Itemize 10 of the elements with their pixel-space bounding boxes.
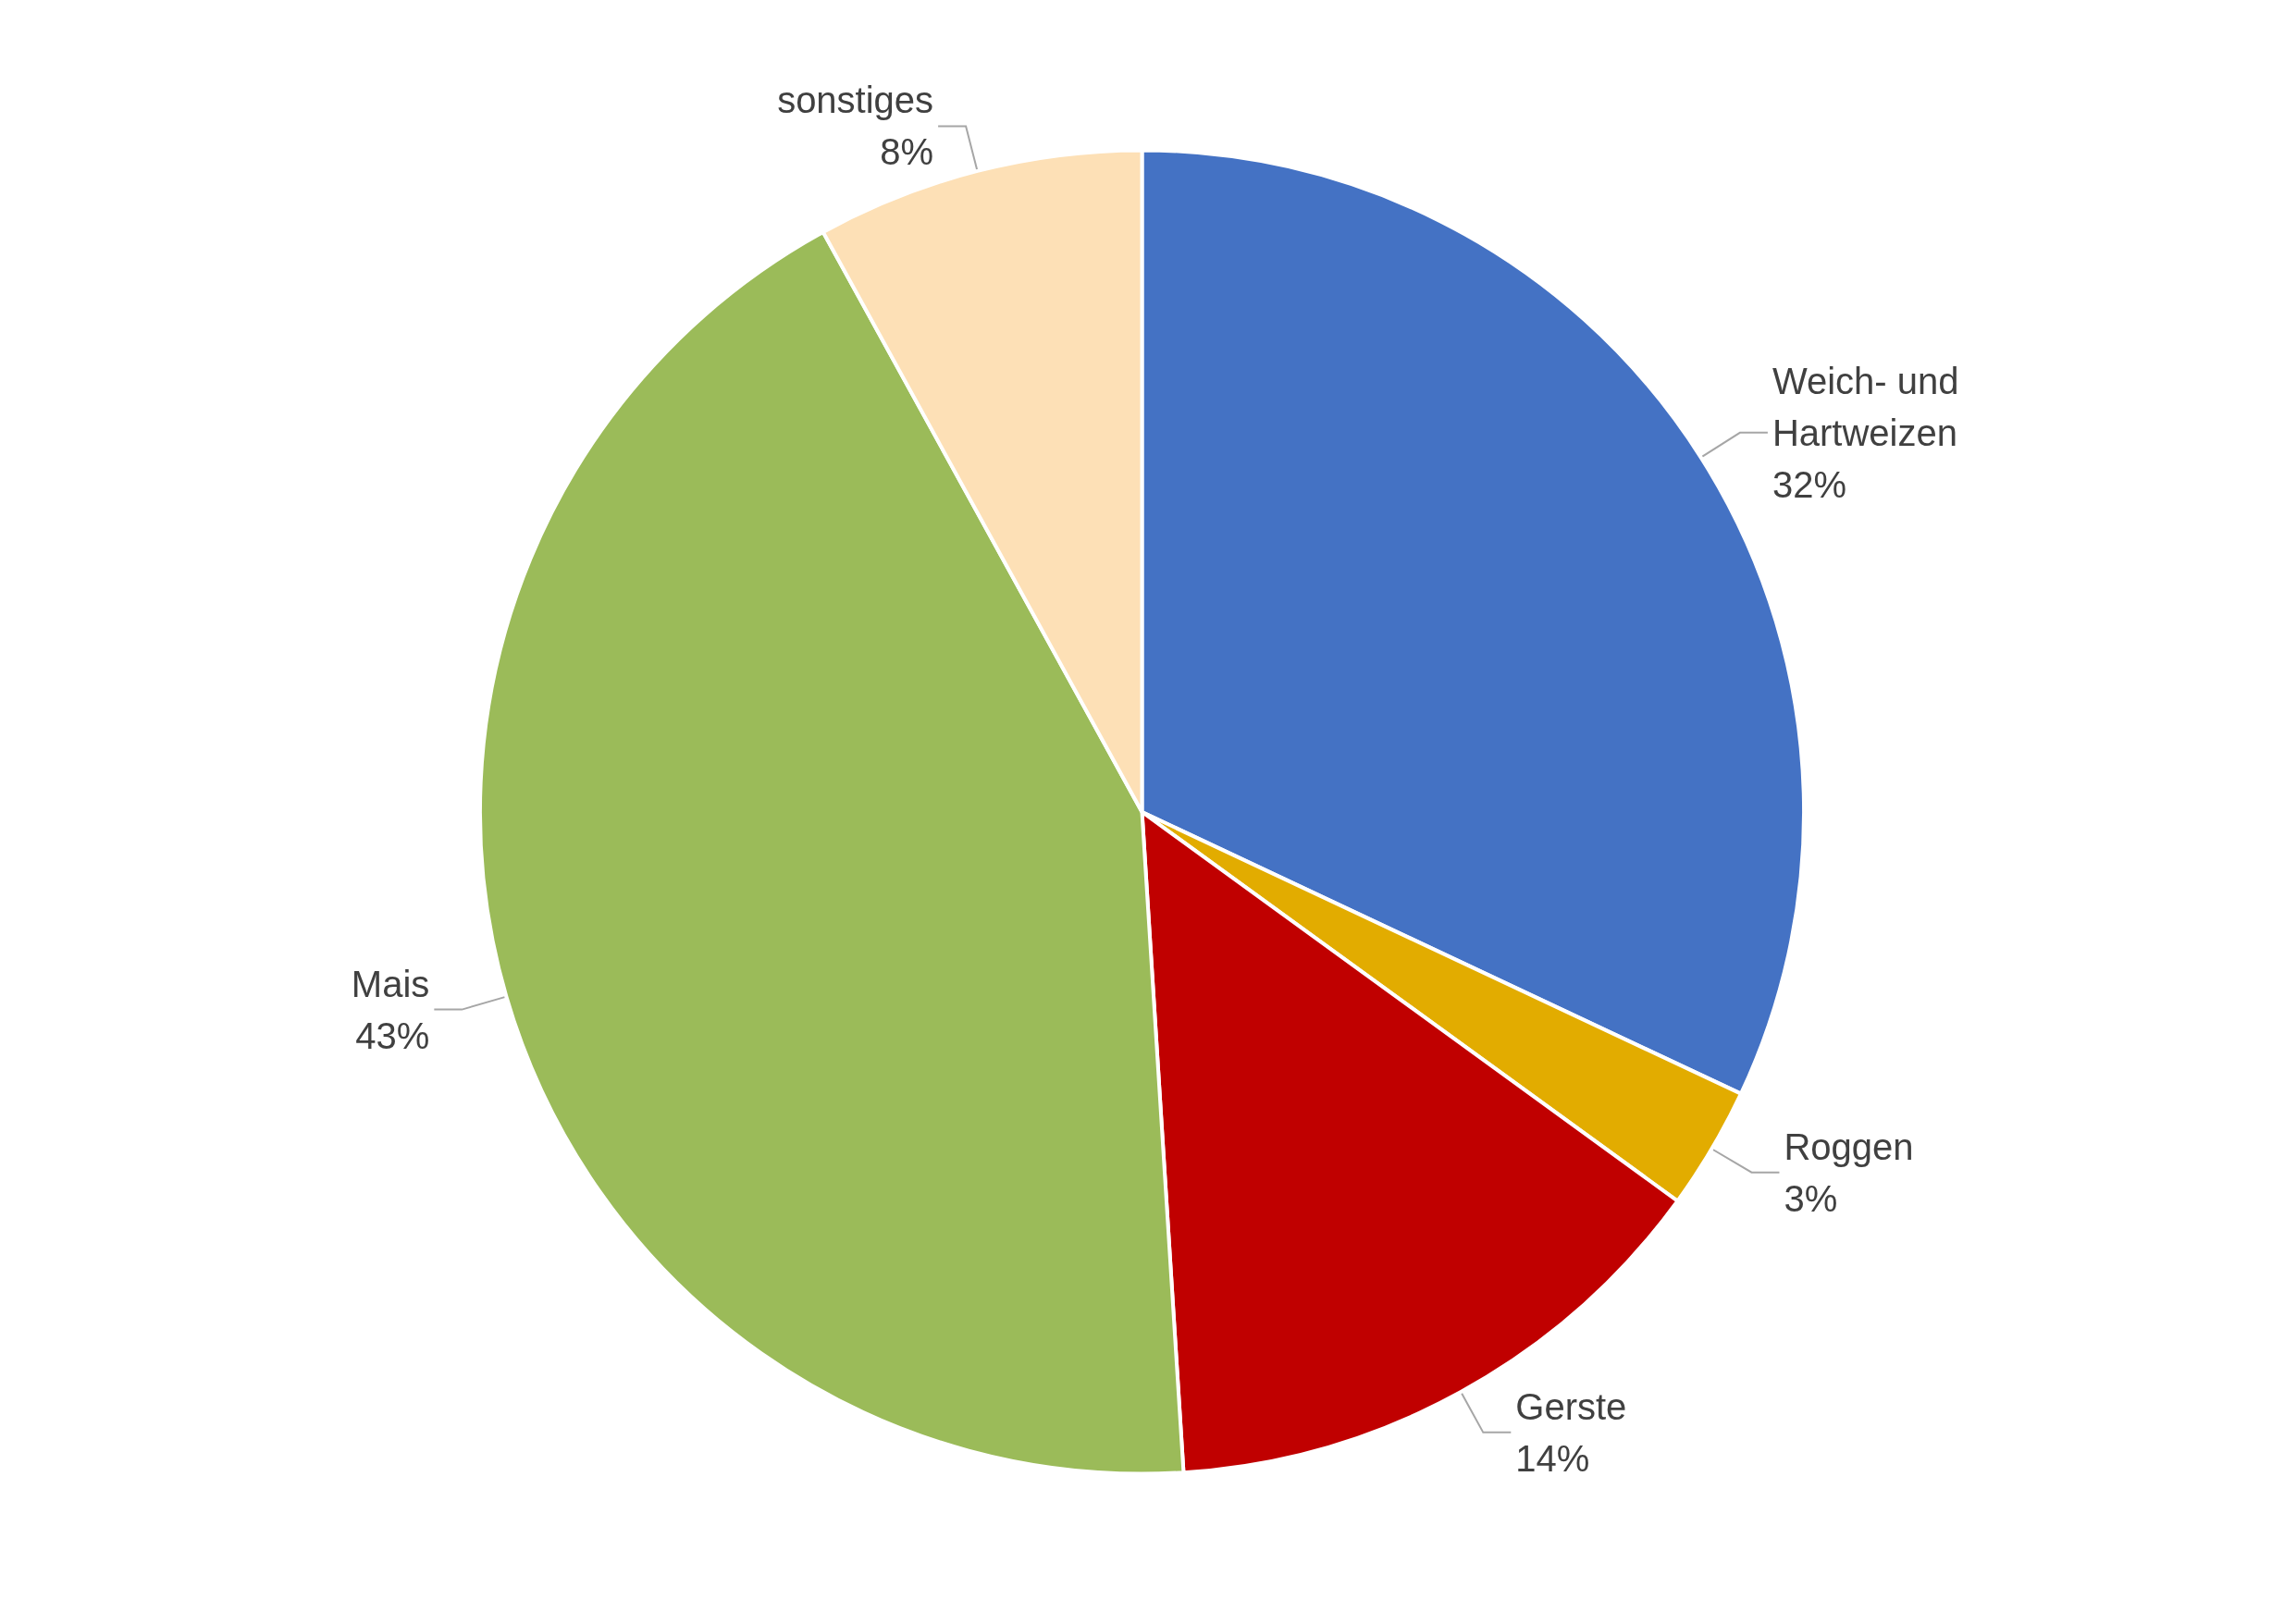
data-label: 32% [1772, 463, 1846, 505]
slice-label: Mais [351, 963, 430, 1004]
data-label: 8% [880, 131, 934, 173]
data-label: 43% [355, 1015, 430, 1056]
data-label: 14% [1515, 1437, 1590, 1479]
data-label: 3% [1784, 1177, 1838, 1219]
slice-label: Gerste [1515, 1385, 1627, 1427]
slice-label: Weich- und Hartweizen [1772, 360, 1969, 453]
slice-label: sonstiges [777, 80, 934, 121]
slice-label: Roggen [1784, 1126, 1914, 1167]
